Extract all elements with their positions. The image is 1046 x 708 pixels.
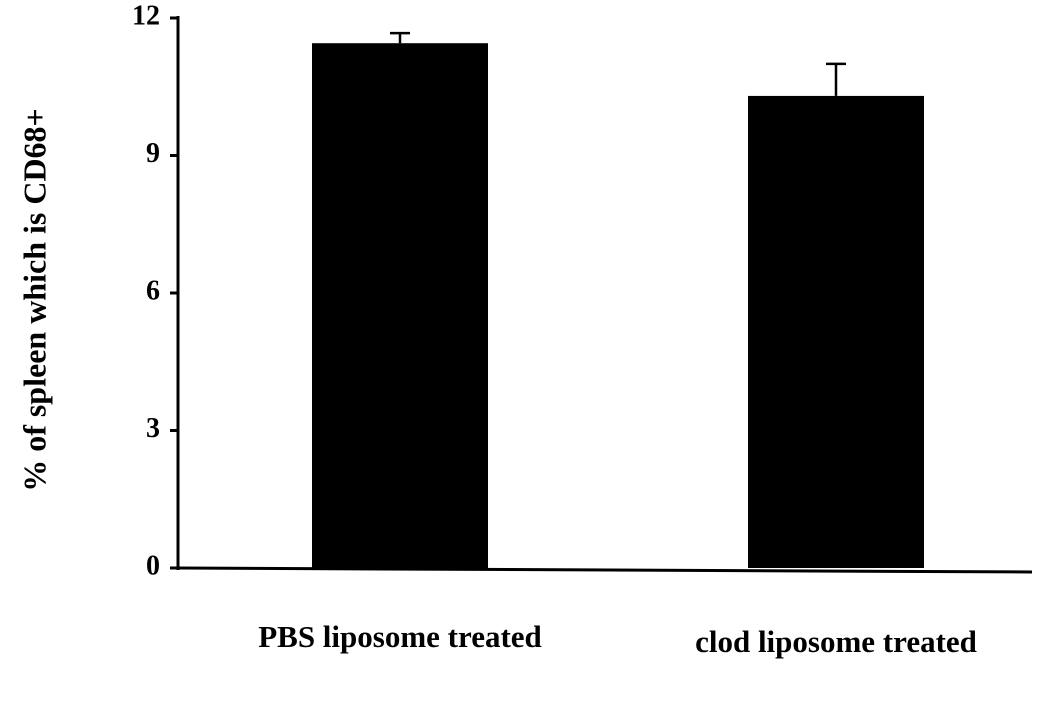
y-tick-label: 9 bbox=[146, 138, 160, 169]
x-tick-label: PBS liposome treated bbox=[258, 619, 542, 654]
y-tick-label: 6 bbox=[146, 275, 160, 306]
error-bar bbox=[826, 62, 846, 96]
bar bbox=[748, 95, 924, 569]
y-tick-label: 0 bbox=[146, 550, 160, 581]
x-axis bbox=[177, 566, 1033, 574]
x-tick-label: clod liposome treated bbox=[695, 624, 977, 659]
error-bar bbox=[390, 31, 410, 44]
bar bbox=[312, 43, 488, 569]
y-tick-label: 12 bbox=[132, 0, 160, 31]
y-tick-label: 3 bbox=[146, 413, 160, 444]
y-axis-label: % of spleen which is CD68+ bbox=[16, 108, 52, 492]
